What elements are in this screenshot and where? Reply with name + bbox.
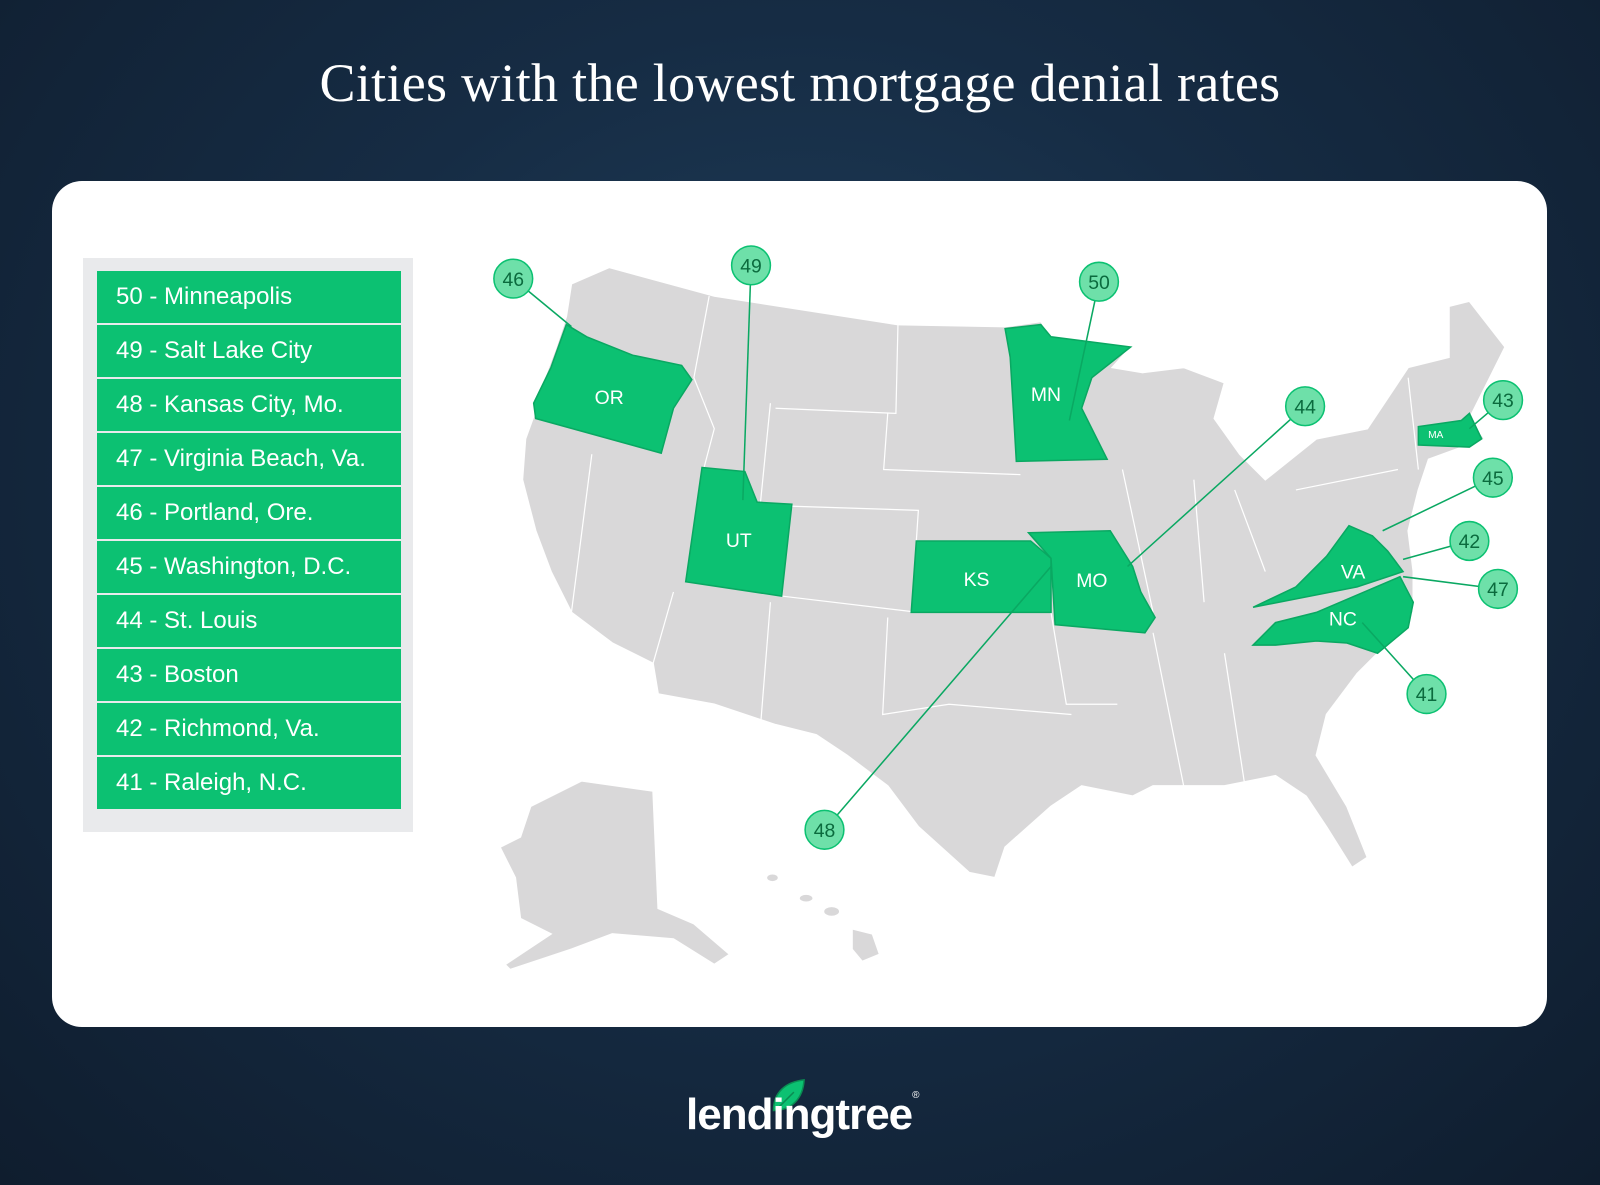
list-item: 42 - Richmond, Va. [97,703,401,755]
callout-41 [1406,673,1447,715]
callout-44 [1284,386,1326,427]
callout-label: 45 [1482,468,1504,490]
state-borders [570,295,1419,787]
callout-48 [804,809,845,850]
state-label-mo: MO [1076,570,1107,592]
hawaii [798,893,815,904]
state-label-ma: MA [1428,430,1443,441]
list-item: 48 - Kansas City, Mo. [97,379,401,431]
list-item: 44 - St. Louis [97,595,401,647]
state-va [1252,524,1405,609]
state-ma [1417,412,1483,448]
hawaii [765,872,780,883]
alaska [498,780,731,971]
state-mo [1026,529,1156,634]
callout-43 [1482,379,1524,421]
callout-42 [1449,520,1490,562]
callout-47 [1477,568,1519,610]
state-label-ut: UT [726,530,752,552]
state-label-or: OR [595,387,624,409]
list-item: 43 - Boston [97,649,401,701]
state-label-mn: MN [1031,384,1061,406]
ranking-list: 50 - Minneapolis 49 - Salt Lake City 48 … [83,258,413,832]
callout-label: 43 [1492,390,1514,412]
state-label-ks: KS [964,569,990,591]
callout-circles [493,245,1524,850]
state-label-va: VA [1341,562,1365,584]
page-title: Cities with the lowest mortgage denial r… [319,53,1281,113]
callout-45 [1472,457,1514,498]
state-ut [684,466,793,597]
logo-text: lendingtree [686,1090,913,1139]
registered-mark: ® [912,1090,919,1101]
callout-label: 46 [502,269,524,291]
list-item: 45 - Washington, D.C. [97,541,401,593]
list-item: 46 - Portland, Ore. [97,487,401,539]
state-label-nc: NC [1329,609,1357,631]
state-or [532,323,693,455]
state-mn [1004,323,1133,463]
hawaii [822,905,841,918]
list-item: 41 - Raleigh, N.C. [97,757,401,809]
callout-label: 50 [1088,272,1110,294]
callout-50 [1078,261,1120,302]
callout-46 [493,258,534,299]
callout-label: 47 [1487,579,1509,601]
hawaii [851,927,881,963]
list-item: 50 - Minneapolis [97,271,401,323]
list-item: 47 - Virginia Beach, Va. [97,433,401,485]
callout-49 [730,245,772,286]
state-ks [910,540,1052,614]
leaf-icon [772,1079,805,1112]
callout-label: 49 [740,256,762,278]
callout-label: 42 [1459,531,1481,553]
list-item: 49 - Salt Lake City [97,325,401,377]
callout-label: 48 [814,820,836,842]
callout-label: 41 [1416,684,1438,706]
lendingtree-logo: lendingtree® [686,1090,920,1140]
callout-label: 44 [1294,396,1316,418]
